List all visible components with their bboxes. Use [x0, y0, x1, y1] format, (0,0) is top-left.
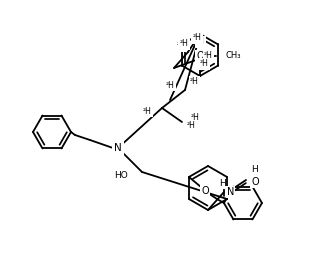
- Text: O: O: [196, 51, 204, 61]
- Text: O: O: [251, 177, 259, 187]
- Text: N: N: [227, 187, 234, 197]
- Text: H: H: [219, 180, 225, 188]
- Text: HO: HO: [114, 171, 128, 180]
- Text: O: O: [201, 186, 209, 196]
- Text: ²H: ²H: [204, 51, 213, 60]
- Text: ²H: ²H: [196, 37, 205, 46]
- Text: H: H: [251, 165, 257, 174]
- Text: ²H: ²H: [187, 121, 196, 130]
- Text: N: N: [114, 143, 122, 153]
- Text: ²H: ²H: [200, 60, 209, 69]
- Text: ²H: ²H: [166, 81, 175, 90]
- Text: ²H: ²H: [191, 114, 200, 123]
- Text: ²H: ²H: [193, 34, 202, 43]
- Text: ²H: ²H: [143, 106, 152, 115]
- Text: ²H: ²H: [177, 41, 186, 51]
- Text: CH₃: CH₃: [225, 52, 241, 61]
- Text: ²H: ²H: [190, 78, 199, 87]
- Text: ²H: ²H: [180, 40, 188, 49]
